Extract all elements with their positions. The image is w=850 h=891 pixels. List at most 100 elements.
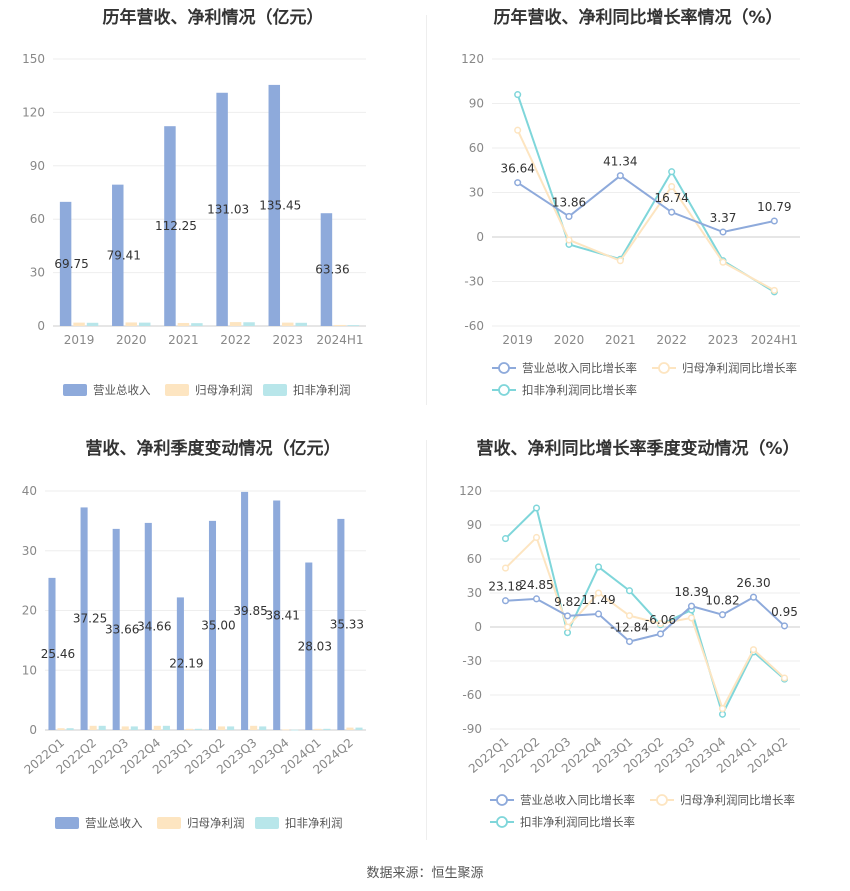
quarter-bar-legend-label: 营业总收入	[85, 816, 143, 830]
quarter-bar-data-label: 28.03	[298, 639, 332, 653]
annual-line-point	[719, 228, 727, 236]
quarter-bar-data-label: 33.66	[105, 622, 139, 636]
annual-line-point	[616, 172, 624, 180]
annual-line-legend-marker	[498, 384, 510, 396]
quarter-bar-bar	[208, 520, 217, 730]
annual-line-legend-label: 归母净利润同比增长率	[682, 361, 797, 375]
quarter-bar-bar	[48, 577, 56, 730]
annual-bar-ytick-label: 30	[30, 266, 45, 280]
annual-bar-legend-swatch	[263, 384, 287, 396]
quarter-line-series-line	[504, 506, 786, 717]
quarter-bar-legend-label: 归母净利润	[187, 816, 245, 830]
annual-bar-xtick-label: 2023	[272, 333, 303, 347]
annual-bar-xtick-label: 2022	[220, 333, 251, 347]
annual-line-xtick-label: 2019	[502, 333, 533, 347]
quarter-line-legend-marker	[656, 794, 668, 806]
quarter-bar-bar	[112, 528, 120, 730]
annual-bar-legend-swatch	[63, 384, 87, 396]
annual-line-point	[719, 258, 727, 266]
annual-line-legend-label: 营业总收入同比增长率	[522, 361, 637, 375]
quarter-line-legend-label: 扣非净利润同比增长率	[520, 815, 635, 829]
quarter-line-point	[718, 710, 727, 718]
annual-line-ytick-label: 90	[469, 97, 484, 111]
annual-line-legend-marker	[498, 362, 510, 374]
quarter-line-point	[594, 589, 603, 597]
annual-line-point	[514, 91, 522, 99]
quarter-bar-ytick-label: 30	[22, 544, 37, 558]
annual-line-data-label: 13.86	[552, 195, 586, 209]
annual-bar-legend-label: 扣非净利润	[293, 383, 351, 397]
quarter-line-series-line	[505, 595, 786, 643]
annual-bar-ytick-label: 0	[37, 319, 45, 333]
quarter-bar-data-label: 39.85	[233, 604, 267, 618]
annual-bar-ytick-label: 120	[22, 105, 45, 119]
quarter-bar-bar	[227, 726, 235, 730]
quarter-bar-ytick-label: 0	[29, 723, 37, 737]
quarter-line-point	[656, 620, 665, 628]
annual-line-data-label: 16.74	[654, 191, 688, 205]
annual-bar-bar	[229, 322, 242, 326]
quarter-bar-bar	[241, 491, 249, 730]
annual-bar-bar	[191, 323, 203, 326]
annual-line-series-line	[516, 129, 775, 292]
annual-bar-bar	[295, 322, 307, 326]
quarter-bar-bar	[355, 727, 363, 730]
quarter-line-point	[749, 593, 758, 601]
annual-line-xtick-label: 2021	[605, 333, 636, 347]
quarter-line-series-line	[504, 535, 786, 712]
annual-line-xtick-label: 2022	[656, 333, 687, 347]
annual-line-data-label: 41.34	[603, 155, 637, 169]
quarter-bar-bar	[121, 726, 129, 730]
quarter-bar-ytick-label: 20	[22, 604, 37, 618]
quarter-line-point	[625, 587, 634, 595]
quarter-line-ytick-label: 0	[474, 620, 482, 634]
annual-line-series-line	[517, 174, 775, 234]
quarter-bar-data-label: 37.25	[73, 612, 107, 626]
quarter-line-legend-label: 归母净利润同比增长率	[680, 793, 795, 807]
annual-bar-bar	[59, 201, 72, 326]
quarter-line-point	[563, 612, 572, 620]
quarter-bar-bar	[259, 726, 267, 730]
quarter-line-point	[532, 504, 541, 512]
quarter-line-point	[501, 597, 510, 605]
annual-bar-bar	[243, 322, 255, 326]
quarter-line-data-label: 9.82	[554, 595, 581, 609]
annual-line-xtick-label: 2024H1	[751, 333, 798, 347]
quarter-line-data-label: 11.49	[581, 593, 615, 607]
annual-bar-legend-swatch	[165, 384, 189, 396]
annual-bar-bar	[125, 322, 137, 326]
annual-bar-ytick-label: 150	[22, 52, 45, 66]
annual-line-point	[770, 217, 778, 225]
quarter-bar-bar	[130, 726, 138, 730]
quarter-bar-data-label: 22.19	[169, 657, 203, 671]
quarter-bar-legend-swatch	[255, 817, 279, 829]
annual-line-ytick-label: -30	[464, 275, 484, 289]
quarter-bar-bar	[98, 725, 106, 730]
annual-bar-data-label: 131.03	[207, 202, 249, 216]
quarter-line-ytick-label: -30	[462, 654, 482, 668]
quarter-bar-bar	[194, 728, 203, 730]
annual-line-legend-marker	[658, 362, 670, 374]
annual-bar-xtick-label: 2020	[116, 333, 147, 347]
quarter-bar-data-label: 34.66	[137, 619, 171, 633]
quarter-line-point	[780, 674, 789, 682]
quarter-bar-data-label: 35.00	[201, 618, 235, 632]
quarter-line-data-label: 23.18	[488, 580, 522, 594]
quarter-bar-ytick-label: 10	[22, 663, 37, 677]
annual-line-xtick-label: 2020	[554, 333, 585, 347]
quarter-line-point	[501, 535, 510, 543]
quarter-bar-bar	[250, 725, 258, 730]
annual-line-ytick-label: 30	[469, 186, 484, 200]
quarter-line-legend-marker	[496, 794, 508, 806]
quarter-line-point	[532, 595, 541, 603]
annual-line-point	[514, 126, 522, 134]
annual-bar-xtick-label: 2019	[64, 333, 95, 347]
quarter-bar-data-label: 35.33	[330, 617, 364, 631]
quarter-line-data-label: -12.84	[610, 621, 649, 635]
quarter-line-point	[532, 533, 541, 542]
data-source-label: 数据来源：恒生聚源	[366, 866, 484, 881]
annual-line-point	[668, 208, 676, 216]
quarter-line-point	[749, 646, 758, 654]
quarter-bar-bar	[305, 562, 313, 730]
annual-bar-bar	[334, 324, 346, 326]
